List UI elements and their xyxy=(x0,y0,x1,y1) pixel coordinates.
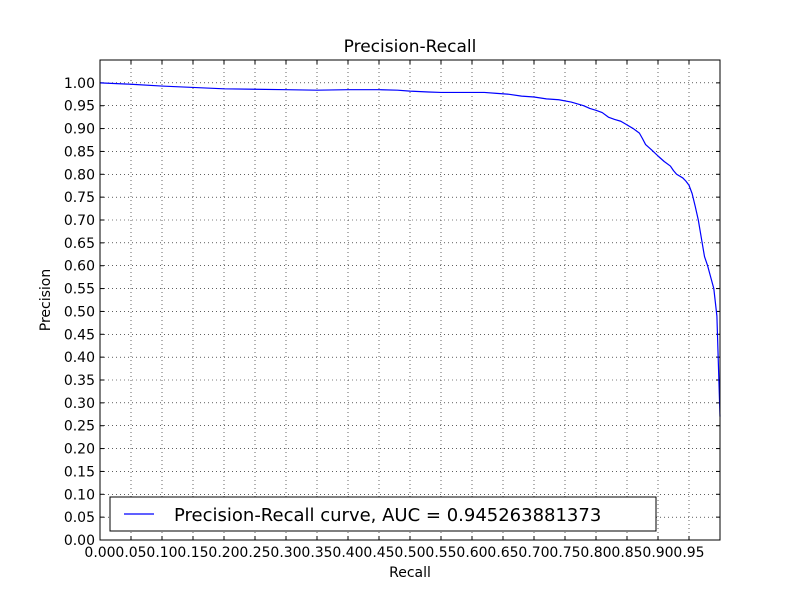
ticks xyxy=(99,60,720,541)
y-tick-label: 0.75 xyxy=(64,190,95,206)
x-tick-label: 0.60 xyxy=(456,545,487,561)
x-tick-label: 0.75 xyxy=(549,545,580,561)
y-tick-label: 0.30 xyxy=(64,396,95,412)
y-tick-label: 0.25 xyxy=(64,419,95,435)
y-tick-label: 0.95 xyxy=(64,99,95,115)
x-tick-label: 0.30 xyxy=(270,545,301,561)
x-tick-label: 0.65 xyxy=(487,545,518,561)
x-tick-label: 0.55 xyxy=(425,545,456,561)
x-tick-label: 0.50 xyxy=(394,545,425,561)
chart-title: Precision-Recall xyxy=(344,37,477,57)
y-tick-label: 0.45 xyxy=(64,327,95,343)
y-tick-label: 0.10 xyxy=(64,487,95,503)
y-tick-label: 0.20 xyxy=(64,442,95,458)
x-tick-label: 0.15 xyxy=(177,545,208,561)
x-tick-label: 0.95 xyxy=(673,545,704,561)
y-tick-label: 0.70 xyxy=(64,213,95,229)
y-tick-label: 0.35 xyxy=(64,373,95,389)
x-axis-title: Recall xyxy=(389,565,431,581)
x-tick-label: 0.05 xyxy=(115,545,146,561)
legend-box xyxy=(109,496,657,532)
y-tick-label: 0.15 xyxy=(64,464,95,480)
tick-labels: 0.00 0.05 0.10 0.15 0.20 0.25 0.30 0.35 0.40 0.45… xyxy=(64,76,705,561)
x-tick-label: 0.20 xyxy=(208,545,239,561)
series-layer xyxy=(99,82,721,417)
plot-area-frame xyxy=(99,59,721,541)
series-line xyxy=(99,82,721,417)
x-tick-label: 0.85 xyxy=(611,545,642,561)
y-tick-label: 0.60 xyxy=(64,259,95,275)
x-tick-label: 0.25 xyxy=(239,545,270,561)
y-tick-label: 0.00 xyxy=(64,533,95,549)
x-tick-label: 0.90 xyxy=(642,545,673,561)
y-tick-label: 1.00 xyxy=(64,76,95,92)
y-tick-label: 0.65 xyxy=(64,236,95,252)
y-tick-label: 0.40 xyxy=(64,350,95,366)
y-tick-label: 0.05 xyxy=(64,510,95,526)
x-tick-label: 0.40 xyxy=(332,545,363,561)
x-tick-label: 0.00 xyxy=(84,545,115,561)
y-axis-title: Precision xyxy=(38,269,54,331)
y-tick-label: 0.55 xyxy=(64,282,95,298)
x-tick-label: 0.35 xyxy=(301,545,332,561)
y-tick-label: 0.85 xyxy=(64,144,95,160)
x-tick-label: 0.80 xyxy=(580,545,611,561)
y-tick-label: 0.50 xyxy=(64,304,95,320)
legend: Precision-Recall curve, AUC = 0.94526388… xyxy=(109,496,657,532)
grid xyxy=(100,60,720,540)
x-tick-label: 0.45 xyxy=(363,545,394,561)
y-tick-label: 0.80 xyxy=(64,167,95,183)
x-tick-label: 0.10 xyxy=(146,545,177,561)
y-tick-label: 0.90 xyxy=(64,122,95,138)
x-tick-label: 0.70 xyxy=(518,545,549,561)
legend-label: Precision-Recall curve, AUC = 0.94526388… xyxy=(174,505,601,526)
